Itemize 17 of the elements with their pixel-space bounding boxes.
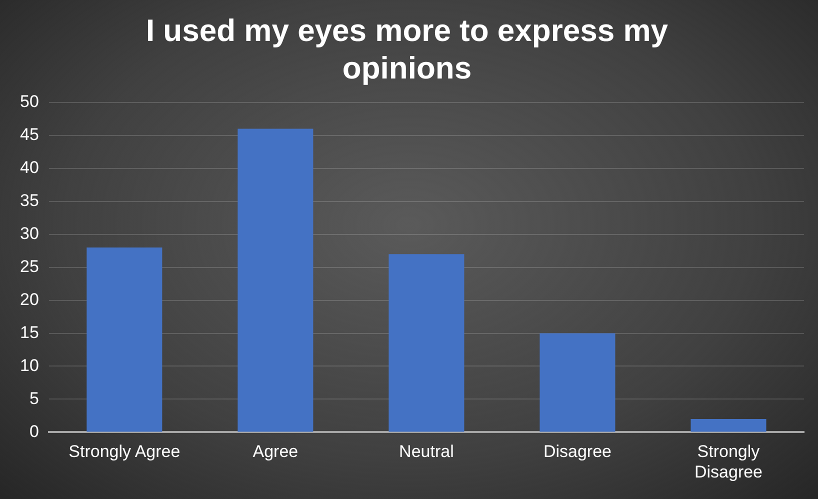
y-tick-label: 10 [20, 356, 39, 375]
y-tick-label: 25 [20, 256, 39, 276]
y-tick-label: 0 [29, 422, 39, 441]
x-tick-label: Strongly Disagree [694, 442, 763, 482]
y-tick-label: 15 [20, 322, 39, 342]
x-tick-label: Disagree [543, 442, 612, 462]
x-tick-label: Agree [252, 442, 298, 462]
y-tick-label: 35 [20, 191, 39, 210]
y-tick-label: 20 [20, 290, 39, 309]
y-tick-label: 45 [20, 125, 39, 144]
x-tick-label: Strongly Agree [68, 442, 180, 462]
y-tick-label: 30 [20, 224, 39, 244]
chart-title: I used my eyes more to express my opinions [146, 13, 669, 86]
y-tick-label: 50 [20, 92, 39, 112]
x-tick-label: Neutral [399, 442, 454, 462]
y-tick-label: 5 [29, 388, 39, 408]
y-tick-label: 40 [20, 158, 39, 178]
